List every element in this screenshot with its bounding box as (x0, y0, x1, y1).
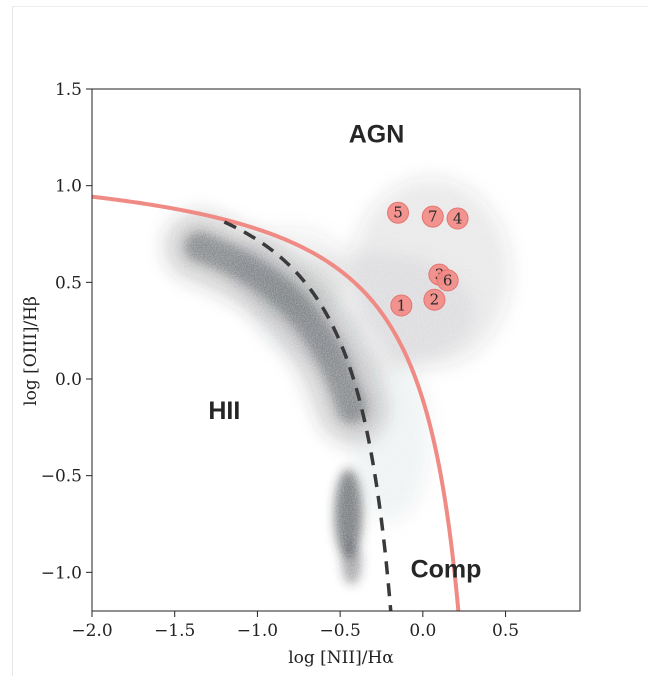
y-tick-label: 0.5 (55, 273, 82, 293)
data-point-label: 4 (453, 210, 463, 228)
data-point-label: 2 (430, 291, 440, 309)
data-point-4: 4 (446, 207, 469, 230)
plot-area-border (91, 88, 581, 612)
x-tick-label: −1.5 (154, 621, 195, 641)
y-axis-title: log [OIII]/Hβ (21, 296, 41, 406)
y-tick-label: 1.5 (55, 80, 82, 100)
data-point-marker (421, 205, 444, 228)
kauffmann-demarcation-line (223, 220, 393, 611)
data-point-1: 1 (390, 294, 413, 317)
figure-frame (12, 6, 648, 676)
y-tick-label: 1.0 (55, 177, 82, 197)
region-label-agn: AGN (349, 120, 405, 148)
data-point-marker (436, 269, 459, 292)
data-point-marker (390, 294, 413, 317)
data-point-marker (423, 288, 446, 311)
data-point-7: 7 (421, 205, 444, 228)
data-point-label: 1 (397, 297, 407, 315)
x-tick-label: −1.0 (237, 621, 278, 641)
kewley-demarcation-line (92, 194, 461, 611)
data-point-5: 5 (387, 201, 410, 224)
x-tick-label: −2.0 (71, 621, 112, 641)
x-tick-label: −0.5 (319, 621, 360, 641)
region-label-comp: Comp (411, 555, 482, 583)
region-label-hii: HII (208, 397, 240, 425)
x-axis-title: log [NII]/Hα (288, 648, 394, 668)
data-point-marker (446, 207, 469, 230)
data-point-2: 2 (423, 288, 446, 311)
data-point-6: 6 (436, 269, 459, 292)
data-point-label: 5 (393, 204, 403, 222)
x-tick-label: 0.5 (492, 621, 519, 641)
y-tick-label: −1.0 (41, 563, 82, 583)
data-point-label: 7 (428, 208, 438, 226)
x-tick-label: 0.0 (409, 621, 436, 641)
data-point-marker (387, 201, 410, 224)
y-tick-label: 0.0 (55, 370, 82, 390)
galaxy-density-cloud (92, 89, 580, 611)
y-tick-label: −0.5 (41, 467, 82, 487)
data-point-label: 6 (443, 271, 453, 289)
